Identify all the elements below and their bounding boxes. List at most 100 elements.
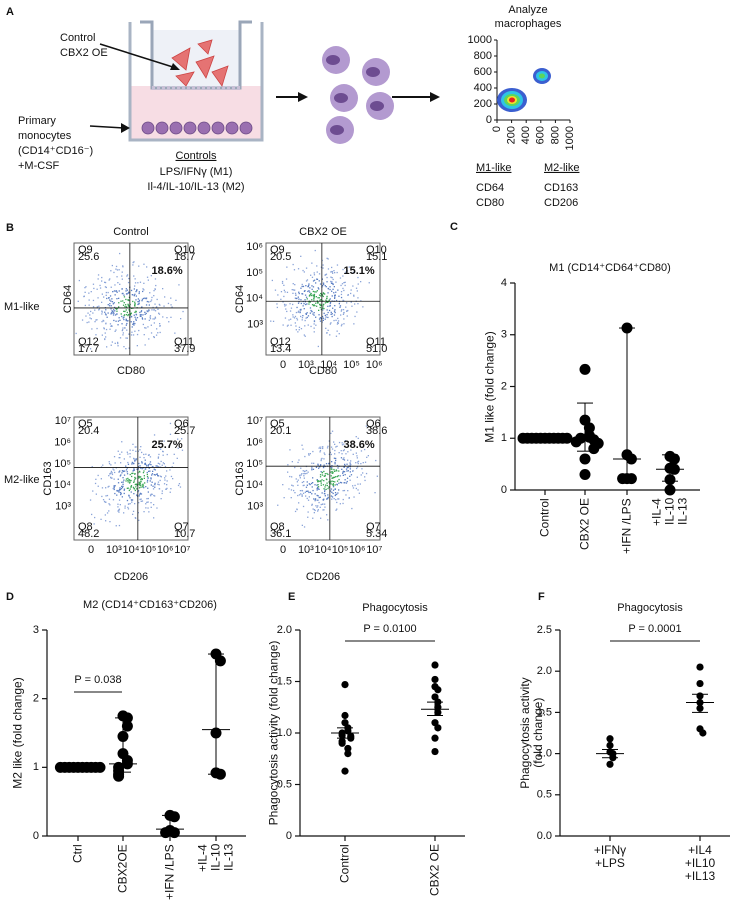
event-dot <box>333 286 335 288</box>
event-dot <box>285 304 287 306</box>
event-dot <box>107 486 109 488</box>
event-dot <box>313 331 315 333</box>
event-dot <box>111 473 114 476</box>
event-dot <box>154 303 156 305</box>
event-dot <box>108 503 110 505</box>
event-dot <box>357 297 359 299</box>
event-dot <box>302 505 305 508</box>
event-dot <box>145 503 147 505</box>
cell <box>211 65 229 87</box>
event-dot <box>362 462 364 464</box>
event-dot <box>135 486 137 488</box>
marker-label: CD206 <box>544 197 578 209</box>
event-dot <box>344 463 346 466</box>
event-dot <box>330 271 332 273</box>
event-dot <box>322 292 325 294</box>
event-dot <box>101 293 103 295</box>
y-tick-label: 0.5 <box>277 778 292 790</box>
event-dot <box>346 302 348 304</box>
event-dot <box>305 303 307 306</box>
event-dot <box>163 440 165 442</box>
event-dot <box>133 493 135 495</box>
event-dot <box>110 325 112 327</box>
x-tick-label: 0 <box>88 544 94 556</box>
event-dot <box>336 475 339 478</box>
event-dot <box>113 290 116 292</box>
event-dot <box>123 512 125 514</box>
event-dot <box>317 287 319 289</box>
event-dot <box>284 291 286 293</box>
density <box>539 73 545 79</box>
event-dot <box>177 447 179 449</box>
event-dot <box>112 311 115 313</box>
event-dot <box>122 292 124 295</box>
event-dot <box>143 289 145 291</box>
y-tick-label: 4 <box>501 277 507 289</box>
y-tick-label: 2 <box>33 693 39 705</box>
event-dot <box>312 305 315 307</box>
event-dot <box>129 473 131 476</box>
event-dot <box>117 450 119 452</box>
event-dot <box>146 473 148 476</box>
event-dot <box>171 306 173 308</box>
quadrant-value: 15.1 <box>366 251 387 263</box>
event-dot <box>347 451 349 453</box>
event-dot <box>321 474 324 476</box>
event-dot <box>125 290 127 292</box>
event-dot <box>147 464 150 466</box>
event-dot <box>117 506 119 508</box>
event-dot <box>84 304 86 307</box>
event-dot <box>148 338 150 340</box>
event-dot <box>106 494 109 497</box>
event-dot <box>294 322 296 324</box>
density <box>509 97 515 103</box>
event-dot <box>310 293 312 295</box>
event-dot <box>297 302 300 304</box>
event-dot <box>302 470 304 472</box>
x-tick-label: 10³ <box>106 544 122 556</box>
event-dot <box>156 298 158 301</box>
event-dot <box>308 290 310 292</box>
event-dot <box>128 489 130 492</box>
event-dot <box>283 289 285 291</box>
event-dot <box>166 317 168 319</box>
event-dot <box>338 295 340 297</box>
event-dot <box>136 290 138 292</box>
event-dot <box>106 297 108 300</box>
event-dot <box>345 453 347 455</box>
event-dot <box>337 498 339 500</box>
event-dot <box>342 474 344 476</box>
event-dot <box>101 487 104 489</box>
insert-wall <box>140 20 252 90</box>
x-tick-label: 0 <box>491 126 503 132</box>
event-dot <box>301 524 303 526</box>
event-dot <box>327 258 329 260</box>
event-dot <box>110 286 112 288</box>
event-dot <box>323 312 325 314</box>
event-dot <box>331 467 333 469</box>
event-dot <box>141 500 144 502</box>
event-dot <box>105 487 107 489</box>
event-dot <box>133 261 135 263</box>
event-dot <box>356 467 358 470</box>
event-dot <box>320 517 322 519</box>
event-dot <box>338 498 340 500</box>
event-dot <box>354 303 356 305</box>
event-dot <box>148 304 150 306</box>
event-dot <box>311 462 313 464</box>
event-dot <box>324 503 326 505</box>
event-dot <box>306 279 309 281</box>
event-dot <box>126 293 128 295</box>
event-dot <box>304 325 306 327</box>
data-point <box>561 432 573 444</box>
well-wall <box>128 22 264 142</box>
event-dot <box>138 475 140 478</box>
event-dot <box>306 312 308 314</box>
event-dot <box>150 484 152 486</box>
event-dot <box>325 286 327 288</box>
event-dot <box>119 504 121 506</box>
event-dot <box>134 330 136 332</box>
event-dot <box>129 449 131 451</box>
event-dot <box>134 473 136 475</box>
y-axis-label: Phagocytosis activity (fold change) <box>518 677 545 789</box>
